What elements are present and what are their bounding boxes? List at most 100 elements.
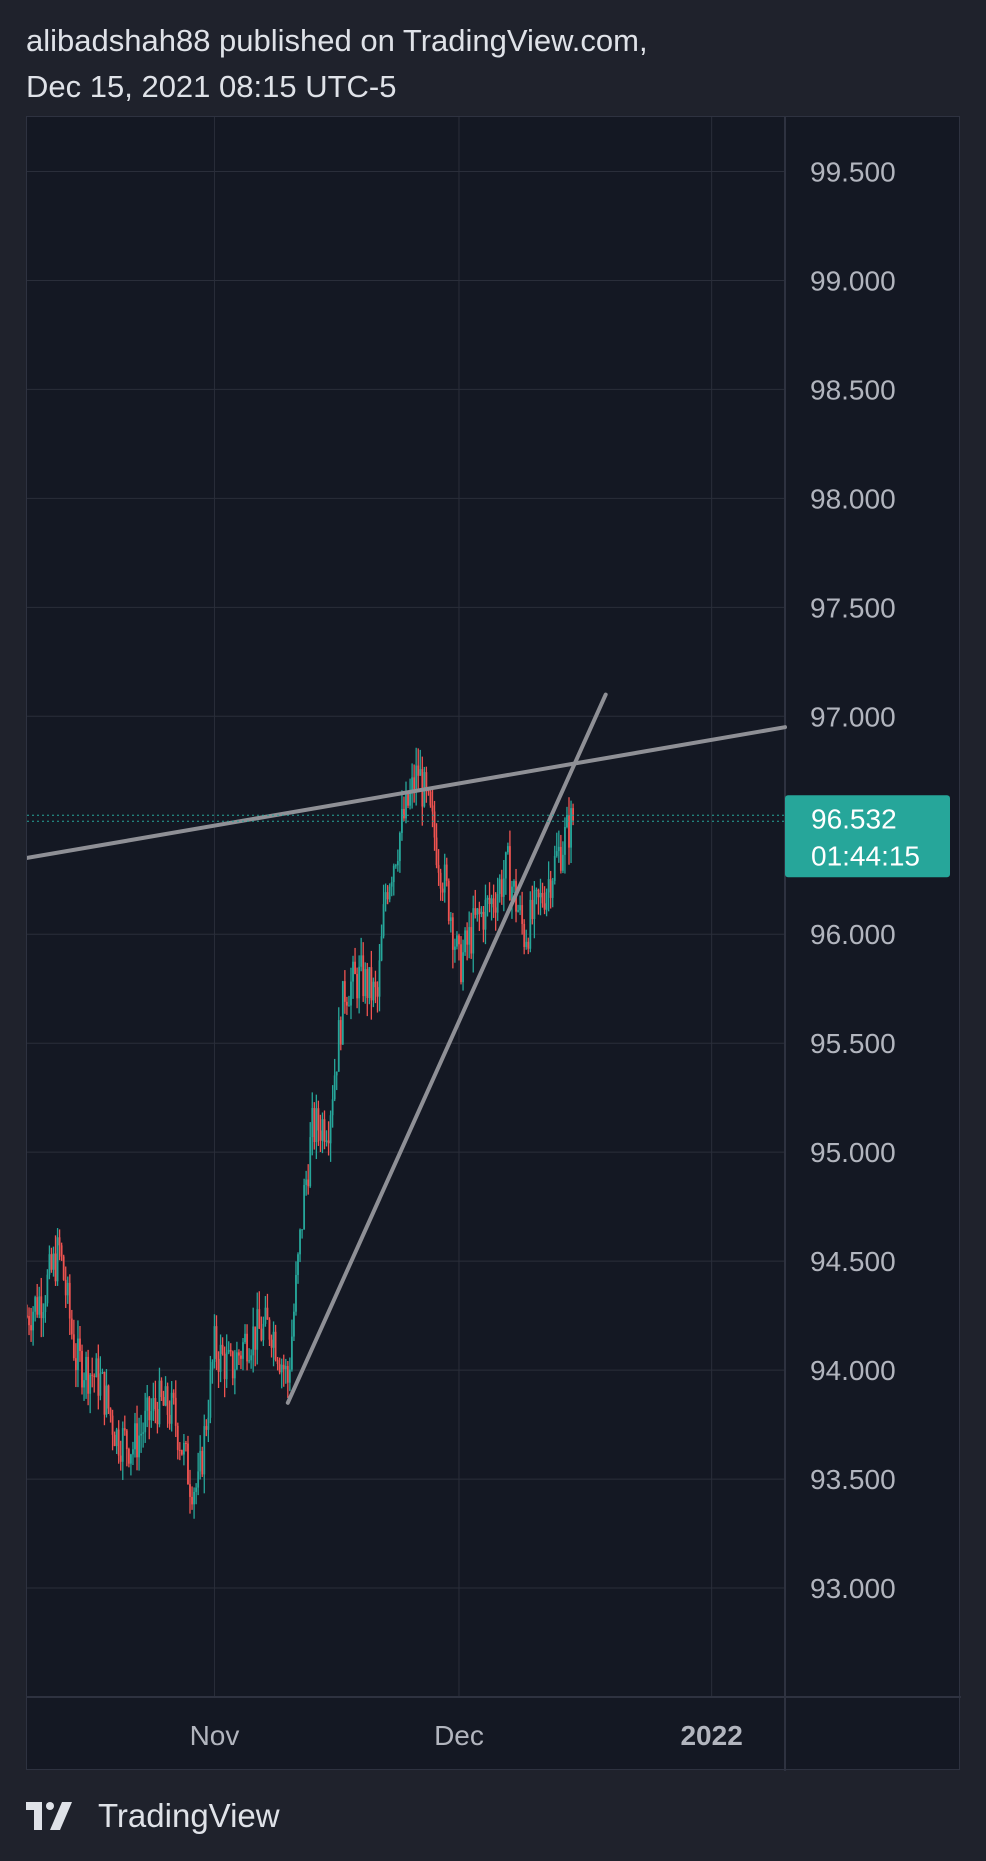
candle-body xyxy=(203,1426,206,1475)
candle-body xyxy=(152,1398,155,1412)
candle-body xyxy=(527,941,530,949)
candle-body xyxy=(350,981,352,1006)
y-tick-label: 95.000 xyxy=(810,1137,896,1168)
candle-body xyxy=(40,1296,43,1319)
candle-body xyxy=(305,1179,308,1185)
candle-body xyxy=(176,1425,179,1450)
last-price-countdown: 01:44:15 xyxy=(811,840,920,871)
candle-body xyxy=(490,898,493,905)
candle-body xyxy=(205,1426,208,1430)
trendline xyxy=(27,725,787,860)
y-tick-label: 94.000 xyxy=(810,1355,896,1386)
candle-body xyxy=(195,1487,198,1492)
candle-body xyxy=(419,769,422,776)
candle-body xyxy=(409,791,411,806)
chart-frame[interactable]: 99.500 99.000 98.500 98.000 97.500 97.000 96.0… xyxy=(26,116,961,1771)
candle-body xyxy=(125,1430,128,1450)
candle-body xyxy=(462,952,464,983)
candle-body xyxy=(435,837,438,866)
candle-body xyxy=(541,892,544,904)
candle-body xyxy=(158,1380,161,1425)
candle-body xyxy=(219,1344,222,1372)
candle-body xyxy=(352,961,354,982)
candle-body xyxy=(193,1491,195,1505)
candle-body xyxy=(156,1409,159,1425)
candle-body xyxy=(38,1296,41,1315)
last-price-tag: 96.532 01:44:15 xyxy=(785,795,950,878)
candle-body xyxy=(72,1334,75,1359)
y-tick-label: 93.000 xyxy=(810,1573,896,1604)
candle-body xyxy=(121,1428,124,1462)
candle-body xyxy=(276,1359,279,1365)
candle-body xyxy=(166,1386,169,1415)
candle-body xyxy=(246,1333,248,1362)
candle-body xyxy=(482,911,485,930)
candle-body xyxy=(77,1338,79,1371)
candle-body xyxy=(309,1137,312,1187)
candle-body xyxy=(34,1297,37,1312)
candle-body xyxy=(70,1318,73,1335)
candle-body xyxy=(221,1344,224,1354)
candle-body xyxy=(568,815,570,848)
candle-body xyxy=(376,987,379,997)
candle-body xyxy=(480,911,483,915)
candle-body xyxy=(315,1108,318,1143)
candle-body xyxy=(282,1364,285,1370)
candle-body xyxy=(97,1358,100,1396)
candle-body xyxy=(250,1355,253,1361)
y-tick-label: 97.500 xyxy=(810,592,896,623)
candle-body xyxy=(525,941,528,947)
footer-brand: TradingView xyxy=(98,1797,280,1834)
candle-body xyxy=(488,897,491,905)
candle-body xyxy=(327,1140,330,1144)
candle-body xyxy=(284,1365,287,1370)
candle-body xyxy=(378,960,381,997)
candle-body xyxy=(388,886,391,900)
candle-body xyxy=(286,1365,289,1383)
candle-body xyxy=(148,1397,151,1421)
candle-body xyxy=(115,1429,118,1447)
candle-body xyxy=(95,1358,98,1378)
candle-body xyxy=(42,1312,45,1319)
candle-body xyxy=(384,892,387,905)
candle-body xyxy=(91,1374,94,1376)
candle-body xyxy=(370,967,373,1001)
candle-body xyxy=(466,930,469,945)
candle-body xyxy=(266,1307,269,1320)
candle-body xyxy=(130,1454,132,1464)
candle-body xyxy=(492,898,495,908)
candle-body xyxy=(28,1316,30,1326)
candle-body xyxy=(337,1020,340,1072)
candle-body xyxy=(329,1115,332,1144)
candle-body xyxy=(449,917,452,921)
candle-body xyxy=(189,1484,191,1497)
candle-body xyxy=(321,1119,324,1141)
y-tick-label: 94.500 xyxy=(810,1246,896,1277)
candle-body xyxy=(362,955,365,997)
candle-body xyxy=(295,1274,297,1312)
candle-body xyxy=(64,1279,67,1296)
candle-body xyxy=(164,1386,167,1406)
candle-body xyxy=(486,897,489,900)
candle-body xyxy=(396,861,399,866)
y-tick-label: 99.000 xyxy=(810,265,896,296)
candle-body xyxy=(458,935,460,945)
candle-body xyxy=(225,1352,228,1380)
candle-body xyxy=(136,1423,138,1458)
candle-body xyxy=(36,1297,39,1315)
candle-body xyxy=(238,1352,240,1356)
candle-body xyxy=(185,1442,187,1444)
candle-body xyxy=(170,1392,173,1424)
candle-body xyxy=(494,907,497,913)
candle-body xyxy=(211,1361,214,1370)
price-chart[interactable]: 99.500 99.000 98.500 98.000 97.500 97.000 96.0… xyxy=(27,117,961,1771)
candle-body xyxy=(547,879,550,893)
candle-body xyxy=(557,846,560,852)
candle-body xyxy=(244,1333,246,1343)
candle-body xyxy=(123,1428,126,1431)
candle-body xyxy=(58,1237,61,1246)
candle-body xyxy=(248,1360,251,1362)
y-tick-label: 95.500 xyxy=(810,1028,896,1059)
candle-body xyxy=(447,880,450,921)
candle-body xyxy=(464,930,466,953)
